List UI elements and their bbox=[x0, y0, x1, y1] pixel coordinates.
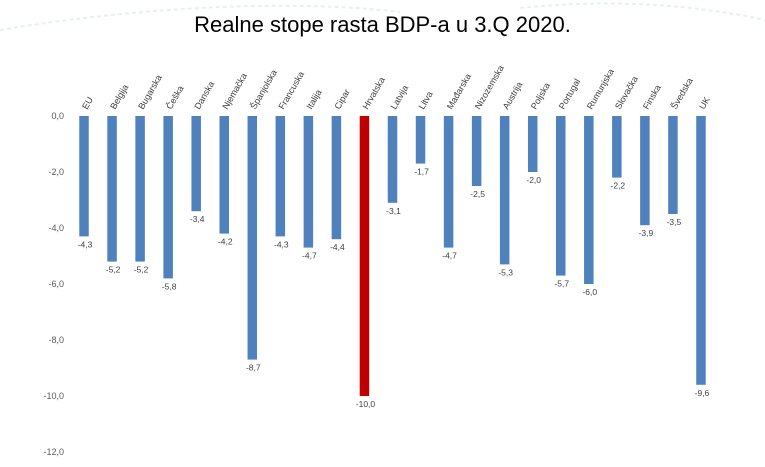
bar bbox=[471, 116, 482, 186]
data-label: -8,7 bbox=[246, 363, 261, 373]
category-label: Španjolska bbox=[248, 68, 279, 111]
y-tick-label: 0,0 bbox=[51, 111, 64, 121]
data-labels: -4,3 -5,2 -5,2 -5,8 -3,4 -4,2 -8,7 -4,3 -4,7 -4,4… bbox=[78, 167, 710, 409]
bar bbox=[527, 116, 538, 172]
data-label: -5,2 bbox=[134, 265, 149, 275]
data-label: -9,6 bbox=[695, 388, 710, 398]
category-label: Njemačka bbox=[220, 71, 249, 111]
bar bbox=[387, 116, 398, 203]
category-label: Rumunjska bbox=[585, 67, 616, 111]
data-label: -10,0 bbox=[356, 399, 376, 409]
bar bbox=[275, 116, 286, 237]
bar bbox=[556, 116, 566, 276]
bar bbox=[584, 116, 594, 284]
bar bbox=[415, 116, 426, 164]
bar bbox=[443, 116, 454, 248]
data-label: -2,0 bbox=[526, 175, 541, 185]
data-label: -3,5 bbox=[667, 217, 682, 227]
category-label: Latvija bbox=[389, 83, 411, 111]
bars-group bbox=[79, 116, 706, 396]
bar bbox=[612, 116, 622, 178]
data-label: -5,8 bbox=[162, 281, 177, 291]
y-tick-label: -10,0 bbox=[43, 391, 64, 401]
y-axis: 0,0 -2,0 -4,0 -6,0 -8,0 -10,0 -12,0 bbox=[43, 111, 64, 457]
category-labels: EU Belgija Bugarska Češka Danska Njemačka Špan… bbox=[80, 64, 712, 111]
category-label: Litva bbox=[417, 90, 435, 111]
bar bbox=[247, 116, 258, 360]
category-label: Švedska bbox=[669, 76, 695, 111]
category-label: Italija bbox=[304, 88, 323, 111]
category-label: Slovačka bbox=[613, 74, 640, 111]
data-label: -4,7 bbox=[302, 251, 317, 261]
y-tick-label: -2,0 bbox=[48, 167, 64, 177]
bar bbox=[331, 116, 342, 240]
category-label: Danska bbox=[192, 80, 216, 111]
category-label: Mađarska bbox=[445, 72, 473, 111]
category-label: Češka bbox=[164, 84, 185, 111]
category-label: Finska bbox=[641, 83, 663, 111]
data-label: -4,3 bbox=[78, 239, 93, 249]
data-label: -3,1 bbox=[386, 206, 401, 216]
data-label: -2,2 bbox=[611, 181, 626, 191]
bar bbox=[499, 116, 510, 265]
bar bbox=[696, 116, 706, 385]
category-label: Austrija bbox=[501, 80, 525, 111]
bar bbox=[135, 116, 145, 262]
data-label: -4,3 bbox=[274, 239, 289, 249]
y-tick-label: -12,0 bbox=[43, 447, 64, 457]
category-label: Poljska bbox=[529, 81, 552, 111]
bar bbox=[219, 116, 229, 234]
category-label: Hrvatska bbox=[361, 75, 387, 111]
y-tick-label: -6,0 bbox=[48, 279, 64, 289]
bar bbox=[79, 116, 89, 237]
bar bbox=[107, 116, 117, 262]
bar bbox=[359, 116, 370, 396]
y-tick-label: -8,0 bbox=[48, 335, 64, 345]
category-label: EU bbox=[80, 95, 95, 111]
chart-title: Realne stope rasta BDP-a u 3.Q 2020. bbox=[194, 12, 571, 37]
bar bbox=[303, 116, 314, 248]
bar bbox=[640, 116, 650, 226]
y-tick-label: -4,0 bbox=[48, 223, 64, 233]
data-label: -4,4 bbox=[330, 242, 345, 252]
data-label: -3,9 bbox=[639, 228, 654, 238]
category-label: Belgija bbox=[108, 83, 130, 111]
bar bbox=[668, 116, 678, 214]
bar bbox=[163, 116, 173, 279]
category-label: Francuska bbox=[276, 70, 306, 111]
bar bbox=[191, 116, 201, 212]
data-label: -5,7 bbox=[554, 279, 569, 289]
category-label: Cipar bbox=[332, 87, 351, 111]
data-label: -2,5 bbox=[470, 189, 485, 199]
data-label: -6,0 bbox=[582, 287, 597, 297]
data-label: -3,4 bbox=[190, 214, 205, 224]
data-label: -5,2 bbox=[106, 265, 121, 275]
data-label: -1,7 bbox=[414, 167, 429, 177]
category-label: Bugarska bbox=[136, 73, 164, 111]
category-label: Portugal bbox=[557, 77, 582, 111]
category-label: UK bbox=[697, 95, 712, 111]
data-label: -5,3 bbox=[498, 267, 513, 277]
data-label: -4,7 bbox=[442, 251, 457, 261]
data-label: -4,2 bbox=[218, 237, 233, 247]
